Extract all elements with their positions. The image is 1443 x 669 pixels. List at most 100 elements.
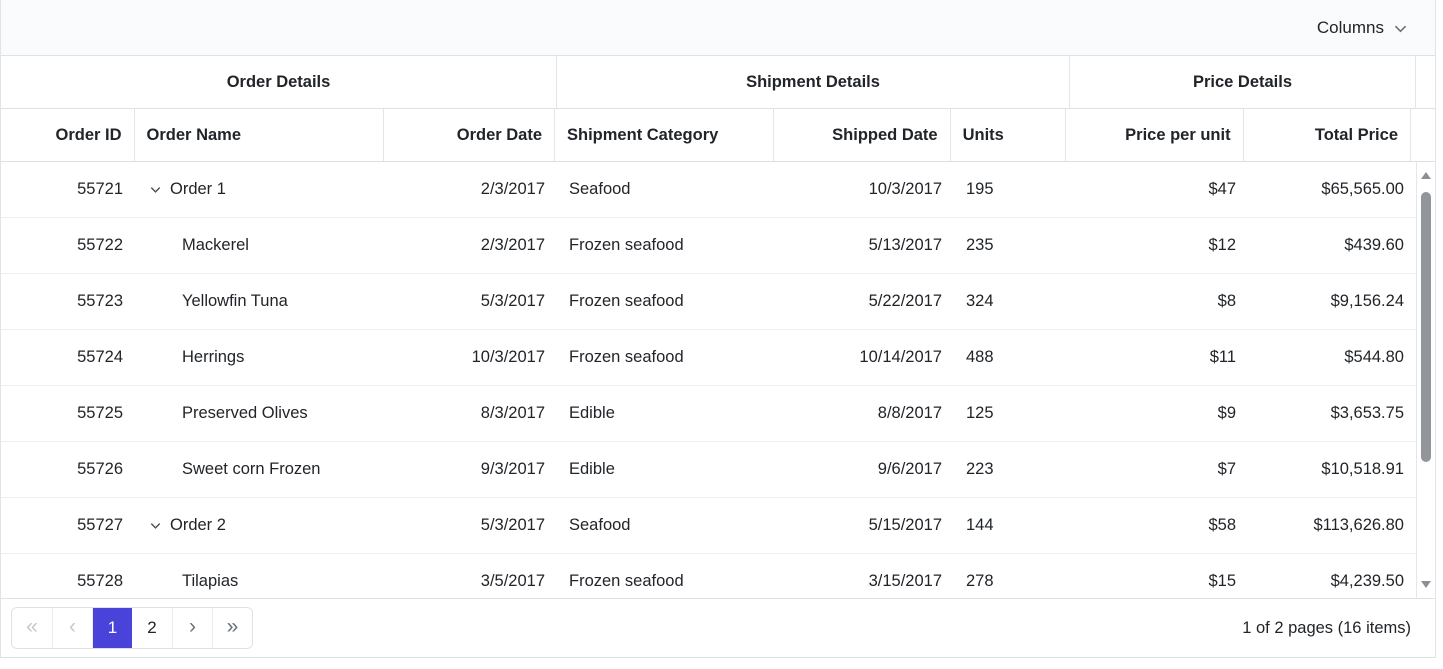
column-header-order-date[interactable]: Order Date bbox=[384, 109, 556, 161]
column-group-price-details: Price Details bbox=[1070, 56, 1416, 108]
grid-toolbar: Columns bbox=[1, 0, 1435, 56]
cell-order-id: 55722 bbox=[77, 236, 123, 254]
cell-price-per-unit: $8 bbox=[1217, 292, 1236, 310]
column-header-order-id[interactable]: Order ID bbox=[1, 109, 135, 161]
columns-menu-button[interactable]: Columns bbox=[1317, 18, 1409, 38]
cell-order-date: 2/3/2017 bbox=[480, 180, 545, 198]
column-group-order-details: Order Details bbox=[1, 56, 557, 108]
order-name-text: Preserved Olives bbox=[182, 404, 308, 422]
cell-total-price: $4,239.50 bbox=[1330, 572, 1404, 590]
cell-shipment-category: Frozen seafood bbox=[569, 348, 684, 366]
cell-order-date: 5/3/2017 bbox=[480, 516, 545, 534]
cell-shipment-category: Edible bbox=[569, 460, 615, 478]
cell-total-price: $3,653.75 bbox=[1330, 404, 1404, 422]
cell-units: 125 bbox=[966, 404, 994, 422]
column-header-total-price[interactable]: Total Price bbox=[1244, 109, 1411, 161]
cell-shipped-date: 8/8/2017 bbox=[877, 404, 942, 422]
cell-price-per-unit: $15 bbox=[1208, 572, 1236, 590]
cell-order-id: 55726 bbox=[77, 460, 123, 478]
triangle-down-icon[interactable] bbox=[1421, 581, 1431, 588]
cell-order-name: Tilapias bbox=[135, 554, 385, 598]
cell-order-date: 9/3/2017 bbox=[480, 460, 545, 478]
page-1-button[interactable]: 1 bbox=[92, 608, 132, 648]
page-2-button[interactable]: 2 bbox=[132, 608, 172, 648]
cell-shipped-date: 5/15/2017 bbox=[868, 516, 942, 534]
cell-price-per-unit: $47 bbox=[1208, 180, 1236, 198]
column-header-shipment-category[interactable]: Shipment Category bbox=[555, 109, 775, 161]
next-page-button[interactable]: › bbox=[172, 608, 212, 648]
order-name-text: Order 2 bbox=[170, 516, 226, 534]
table-row: 55723 Yellowfin Tuna 5/3/2017 Frozen seafoo… bbox=[1, 274, 1416, 330]
cell-total-price: $10,518.91 bbox=[1321, 460, 1404, 478]
column-header-units[interactable]: Units bbox=[951, 109, 1067, 161]
cell-price-per-unit: $58 bbox=[1208, 516, 1236, 534]
vertical-scrollbar[interactable] bbox=[1416, 162, 1435, 598]
table-row: 55725 Preserved Olives 8/3/2017 Edible 8/8/2… bbox=[1, 386, 1416, 442]
cell-order-date: 10/3/2017 bbox=[471, 348, 545, 366]
cell-units: 324 bbox=[966, 292, 994, 310]
table-row: 55728 Tilapias 3/5/2017 Frozen seafood 3/15/… bbox=[1, 554, 1416, 598]
pager-info: 1 of 2 pages (16 items) bbox=[1242, 618, 1411, 637]
cell-shipped-date: 10/3/2017 bbox=[868, 180, 942, 198]
order-name-text: Tilapias bbox=[182, 572, 239, 590]
column-header-order-name[interactable]: Order Name bbox=[135, 109, 384, 161]
cell-order-id: 55723 bbox=[77, 292, 123, 310]
cell-price-per-unit: $9 bbox=[1217, 404, 1236, 422]
cell-order-id: 55721 bbox=[77, 180, 123, 198]
pager-buttons: «‹ 1 2 ›» bbox=[11, 607, 253, 649]
table-row: 55722 Mackerel 2/3/2017 Frozen seafood 5/13/… bbox=[1, 218, 1416, 274]
cell-order-name: Herrings bbox=[135, 330, 385, 385]
column-header-price-per-unit[interactable]: Price per unit bbox=[1066, 109, 1244, 161]
columns-menu-label: Columns bbox=[1316, 17, 1384, 37]
first-page-button[interactable]: « bbox=[12, 608, 52, 648]
grid-body: 55721 Order 1 2/3/2017 Seafood 10/3/2017 195 $… bbox=[1, 162, 1435, 598]
last-page-button[interactable]: » bbox=[212, 608, 252, 648]
cell-units: 195 bbox=[966, 180, 994, 198]
column-group-shipment-details: Shipment Details bbox=[557, 56, 1070, 108]
order-name-text: Yellowfin Tuna bbox=[182, 292, 288, 310]
cell-shipment-category: Frozen seafood bbox=[569, 572, 684, 590]
order-name-text: Herrings bbox=[182, 348, 245, 366]
cell-order-id: 55728 bbox=[77, 572, 123, 590]
cell-order-id: 55725 bbox=[77, 404, 123, 422]
cell-shipped-date: 9/6/2017 bbox=[877, 460, 942, 478]
cell-shipment-category: Frozen seafood bbox=[569, 292, 684, 310]
cell-total-price: $9,156.24 bbox=[1330, 292, 1404, 310]
cell-price-per-unit: $11 bbox=[1209, 348, 1236, 366]
cell-shipment-category: Seafood bbox=[569, 180, 631, 198]
cell-units: 223 bbox=[966, 460, 994, 478]
cell-units: 488 bbox=[966, 348, 994, 366]
cell-order-name: Yellowfin Tuna bbox=[135, 274, 385, 329]
cell-order-date: 8/3/2017 bbox=[480, 404, 545, 422]
table-row: 55727 Order 2 5/3/2017 Seafood 5/15/2017 144 $… bbox=[1, 498, 1416, 554]
order-name-text: Mackerel bbox=[182, 236, 249, 254]
prev-page-button[interactable]: ‹ bbox=[52, 608, 92, 648]
scrollbar-thumb[interactable] bbox=[1421, 192, 1431, 462]
cell-units: 144 bbox=[966, 516, 994, 534]
header-scrollbar-spacer bbox=[1411, 109, 1435, 161]
chevron-down-icon[interactable] bbox=[147, 182, 163, 198]
column-group-row: Order Details Shipment Details Price Detai… bbox=[1, 56, 1435, 109]
cell-total-price: $65,565.00 bbox=[1321, 180, 1404, 198]
cell-shipped-date: 10/14/2017 bbox=[859, 348, 942, 366]
cell-order-name: Mackerel bbox=[135, 218, 385, 273]
order-name-text: Order 1 bbox=[170, 180, 226, 198]
cell-total-price: $113,626.80 bbox=[1313, 516, 1404, 534]
column-header-shipped-date[interactable]: Shipped Date bbox=[774, 109, 951, 161]
cell-order-date: 5/3/2017 bbox=[480, 292, 545, 310]
cell-order-date: 3/5/2017 bbox=[480, 572, 545, 590]
cell-order-name: Order 1 bbox=[135, 162, 385, 217]
cell-shipped-date: 5/13/2017 bbox=[868, 236, 942, 254]
table-row: 55721 Order 1 2/3/2017 Seafood 10/3/2017 195 $… bbox=[1, 162, 1416, 218]
order-name-text: Sweet corn Frozen bbox=[182, 460, 321, 478]
cell-order-date: 2/3/2017 bbox=[480, 236, 545, 254]
cell-price-per-unit: $12 bbox=[1208, 236, 1236, 254]
cell-units: 235 bbox=[966, 236, 994, 254]
column-header-row: Order ID Order Name Order Date Shipment Cat… bbox=[1, 109, 1435, 162]
cell-shipment-category: Edible bbox=[569, 404, 615, 422]
chevron-down-icon bbox=[1394, 25, 1407, 33]
chevron-down-icon[interactable] bbox=[147, 518, 163, 534]
cell-shipment-category: Frozen seafood bbox=[569, 236, 684, 254]
header-scrollbar-spacer bbox=[1416, 56, 1435, 108]
triangle-up-icon[interactable] bbox=[1421, 172, 1431, 179]
